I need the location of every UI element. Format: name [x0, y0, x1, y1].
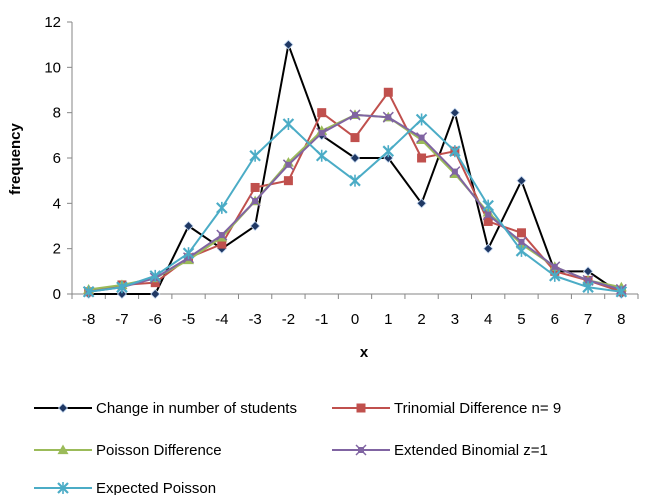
x-axis-ticks: -8 -7 -6 -5 -4 -3 -2 -1 0 1 2 3 4 5 6 7 8 — [71, 294, 639, 328]
x-tick-label: 4 — [484, 311, 492, 328]
legend-label: Extended Binomial z=1 — [394, 442, 548, 459]
data-point — [382, 111, 394, 123]
data-point — [116, 288, 128, 300]
data-point — [382, 145, 395, 158]
x-tick-label: 0 — [351, 311, 359, 328]
x-tick-label: -1 — [315, 311, 328, 328]
x-tick-label: 6 — [551, 311, 559, 328]
data-point — [416, 132, 428, 144]
x-tick-label: 8 — [617, 311, 625, 328]
x-tick-label: 7 — [584, 311, 592, 328]
legend: Change in number of students Trinomial Di… — [34, 400, 561, 495]
data-point — [116, 281, 128, 294]
legend-label: Trinomial Difference n= 9 — [394, 400, 561, 417]
legend-item: Extended Binomial z=1 — [332, 442, 548, 459]
data-point — [417, 153, 427, 163]
y-tick-label: 8 — [53, 105, 61, 122]
legend-marker — [355, 444, 367, 456]
data-point — [315, 149, 328, 162]
data-point — [217, 239, 227, 249]
series-5 — [82, 113, 628, 298]
x-tick-label: 3 — [451, 311, 459, 328]
series-line — [88, 91, 622, 293]
data-point — [149, 269, 162, 282]
data-point — [515, 244, 528, 257]
legend-label: Expected Poisson — [96, 480, 216, 495]
x-tick-label: 5 — [517, 311, 525, 328]
data-point — [549, 261, 561, 273]
data-point — [548, 269, 561, 282]
data-point — [349, 152, 361, 164]
data-point — [383, 87, 393, 97]
x-tick-label: -6 — [149, 311, 162, 328]
x-tick-label: -4 — [215, 311, 228, 328]
x-tick-label: -3 — [248, 311, 261, 328]
data-point — [249, 195, 261, 207]
data-point — [82, 285, 95, 298]
data-point — [449, 145, 461, 158]
legend-item: Expected Poisson — [34, 480, 216, 495]
legend-marker — [57, 482, 69, 494]
legend-label: Poisson Difference — [96, 442, 222, 459]
y-tick-label: 10 — [44, 59, 61, 76]
legend-marker — [356, 403, 366, 413]
y-tick-label: 12 — [44, 14, 61, 31]
y-tick-label: 6 — [53, 150, 61, 167]
data-point — [483, 216, 493, 226]
data-point — [282, 159, 294, 171]
legend-item: Change in number of students — [34, 400, 297, 417]
data-point — [415, 113, 428, 126]
data-point — [216, 229, 228, 241]
data-point — [383, 152, 394, 164]
x-axis-title: x — [360, 344, 369, 361]
data-point — [283, 39, 294, 50]
data-point — [350, 133, 360, 143]
data-point — [349, 109, 361, 121]
data-point — [150, 278, 160, 288]
x-tick-label: -7 — [115, 311, 128, 328]
data-point — [615, 285, 628, 298]
data-point — [250, 182, 260, 192]
data-point — [516, 228, 526, 238]
data-point — [317, 108, 327, 118]
data-point — [483, 243, 494, 254]
legend-marker — [57, 444, 69, 455]
legend-marker — [57, 402, 69, 414]
data-point — [349, 174, 361, 187]
x-tick-label: 2 — [417, 311, 425, 328]
series-group — [82, 39, 628, 300]
data-point — [316, 127, 328, 139]
data-point — [582, 281, 594, 294]
data-point — [449, 107, 460, 118]
x-tick-label: -8 — [82, 311, 95, 328]
data-point — [250, 220, 261, 232]
x-tick-label: -5 — [182, 311, 195, 328]
x-tick-label: -2 — [282, 311, 295, 328]
data-point — [482, 199, 494, 212]
legend-label: Change in number of students — [96, 400, 297, 417]
legend-item: Poisson Difference — [34, 442, 222, 459]
data-point — [449, 166, 461, 178]
legend-item: Trinomial Difference n= 9 — [332, 400, 561, 417]
series-line — [88, 118, 622, 293]
data-point — [182, 247, 195, 260]
data-point — [150, 288, 161, 300]
data-point — [249, 149, 261, 162]
y-axis-title: frequency — [7, 123, 24, 195]
data-point — [282, 118, 295, 130]
x-tick-label: 1 — [384, 311, 392, 328]
data-point — [416, 198, 427, 209]
data-point — [516, 175, 527, 186]
data-point — [216, 201, 228, 214]
y-tick-label: 0 — [53, 286, 61, 303]
y-tick-label: 2 — [53, 241, 61, 258]
y-tick-label: 4 — [53, 195, 61, 212]
data-point — [283, 176, 293, 186]
y-axis-ticks: 0 2 4 6 8 10 12 — [44, 14, 72, 303]
data-point — [183, 220, 194, 232]
